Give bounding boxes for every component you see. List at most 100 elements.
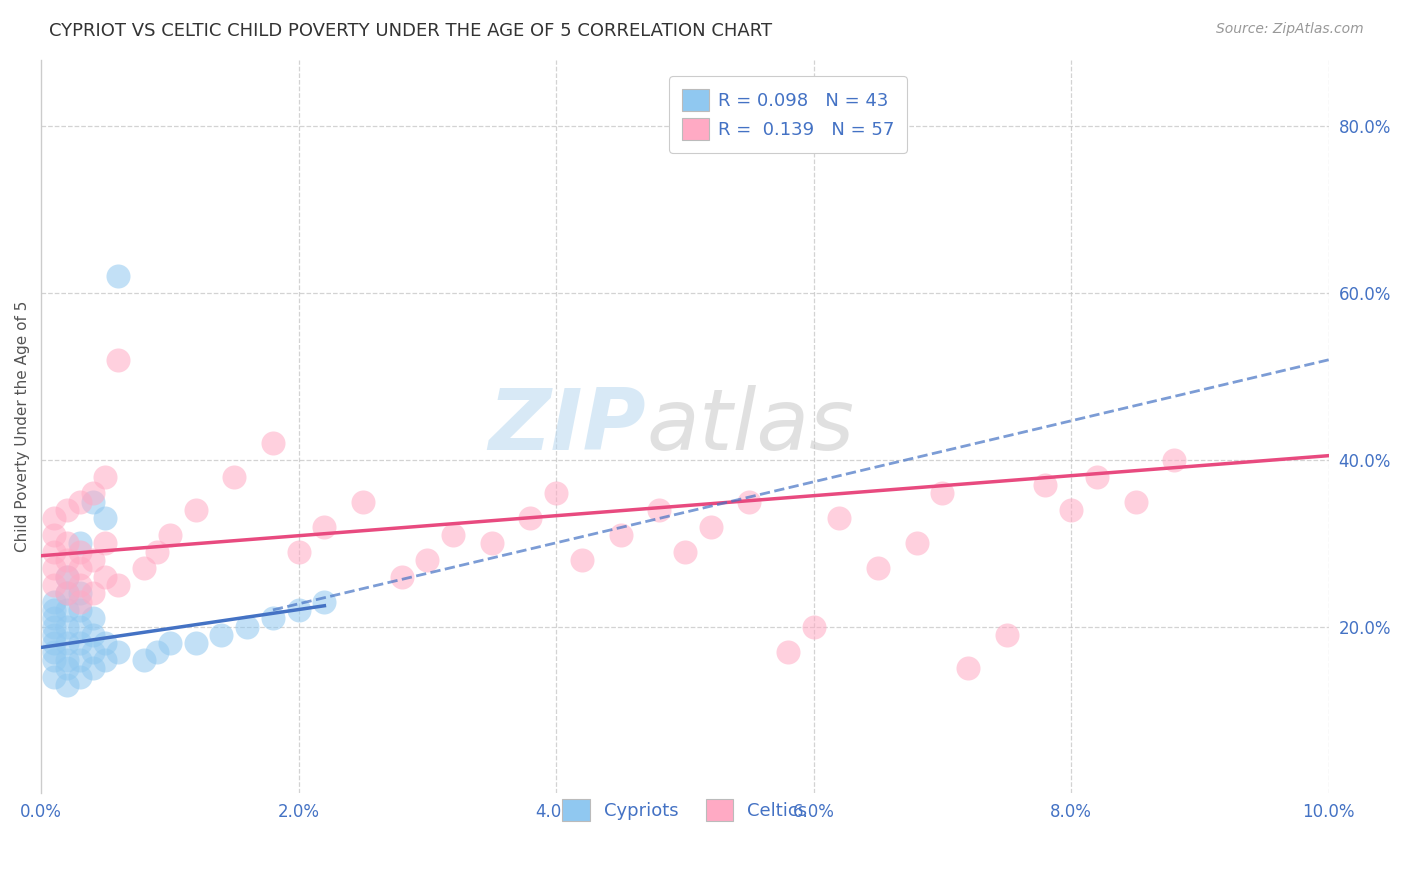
Point bbox=[776, 644, 799, 658]
Point bbox=[69, 619, 91, 633]
Text: atlas: atlas bbox=[647, 385, 855, 468]
Point bbox=[1163, 453, 1185, 467]
Point bbox=[931, 486, 953, 500]
Point bbox=[287, 544, 309, 558]
Point bbox=[42, 670, 65, 684]
Point bbox=[146, 544, 169, 558]
Point bbox=[1060, 503, 1083, 517]
Point bbox=[905, 536, 928, 550]
Point bbox=[56, 586, 79, 600]
Point bbox=[56, 678, 79, 692]
Point bbox=[159, 528, 181, 542]
Point bbox=[82, 661, 104, 675]
Point bbox=[609, 528, 631, 542]
Point bbox=[69, 586, 91, 600]
Point bbox=[69, 653, 91, 667]
Point bbox=[56, 636, 79, 650]
Point bbox=[69, 536, 91, 550]
Point bbox=[159, 636, 181, 650]
Y-axis label: Child Poverty Under the Age of 5: Child Poverty Under the Age of 5 bbox=[15, 301, 30, 552]
Point bbox=[868, 561, 890, 575]
Point bbox=[42, 628, 65, 642]
Point bbox=[209, 628, 232, 642]
Point bbox=[648, 503, 671, 517]
Text: CYPRIOT VS CELTIC CHILD POVERTY UNDER THE AGE OF 5 CORRELATION CHART: CYPRIOT VS CELTIC CHILD POVERTY UNDER TH… bbox=[49, 22, 772, 40]
Point bbox=[69, 670, 91, 684]
Point bbox=[56, 569, 79, 583]
Point bbox=[82, 486, 104, 500]
Point bbox=[94, 536, 117, 550]
Point bbox=[314, 519, 336, 533]
Point bbox=[56, 536, 79, 550]
Point bbox=[995, 628, 1018, 642]
Point bbox=[287, 603, 309, 617]
Point bbox=[134, 653, 156, 667]
Point bbox=[56, 553, 79, 567]
Point bbox=[107, 352, 129, 367]
Point bbox=[82, 611, 104, 625]
Point bbox=[69, 494, 91, 508]
Point bbox=[352, 494, 374, 508]
Text: Source: ZipAtlas.com: Source: ZipAtlas.com bbox=[1216, 22, 1364, 37]
Point bbox=[519, 511, 541, 525]
Point bbox=[94, 469, 117, 483]
Point bbox=[56, 661, 79, 675]
Point bbox=[69, 636, 91, 650]
Point bbox=[56, 603, 79, 617]
Point bbox=[391, 569, 413, 583]
Point bbox=[69, 561, 91, 575]
Point bbox=[262, 436, 284, 450]
Point bbox=[69, 603, 91, 617]
Point bbox=[236, 619, 259, 633]
Point bbox=[82, 494, 104, 508]
Point bbox=[56, 619, 79, 633]
Point bbox=[56, 653, 79, 667]
Point bbox=[42, 644, 65, 658]
Point bbox=[262, 611, 284, 625]
Point bbox=[42, 619, 65, 633]
Point bbox=[107, 578, 129, 592]
Point bbox=[224, 469, 246, 483]
Point bbox=[1085, 469, 1108, 483]
Point bbox=[82, 553, 104, 567]
Point bbox=[441, 528, 464, 542]
Point bbox=[699, 519, 721, 533]
Point bbox=[82, 644, 104, 658]
Point bbox=[146, 644, 169, 658]
Text: ZIP: ZIP bbox=[489, 385, 647, 468]
Point bbox=[571, 553, 593, 567]
Legend: Cypriots, Celtics: Cypriots, Celtics bbox=[548, 785, 823, 836]
Point bbox=[94, 636, 117, 650]
Point bbox=[42, 561, 65, 575]
Point bbox=[82, 586, 104, 600]
Point bbox=[107, 644, 129, 658]
Point bbox=[416, 553, 439, 567]
Point bbox=[738, 494, 761, 508]
Point bbox=[184, 503, 207, 517]
Point bbox=[42, 603, 65, 617]
Point bbox=[107, 269, 129, 284]
Point bbox=[1125, 494, 1147, 508]
Point bbox=[314, 594, 336, 608]
Point bbox=[42, 594, 65, 608]
Point bbox=[42, 578, 65, 592]
Point bbox=[828, 511, 851, 525]
Point bbox=[56, 569, 79, 583]
Point bbox=[184, 636, 207, 650]
Point bbox=[42, 544, 65, 558]
Point bbox=[1035, 478, 1057, 492]
Point bbox=[481, 536, 503, 550]
Point bbox=[94, 569, 117, 583]
Point bbox=[69, 594, 91, 608]
Point bbox=[69, 578, 91, 592]
Point bbox=[69, 544, 91, 558]
Point bbox=[56, 503, 79, 517]
Point bbox=[134, 561, 156, 575]
Point bbox=[42, 528, 65, 542]
Point bbox=[42, 653, 65, 667]
Point bbox=[82, 628, 104, 642]
Point bbox=[803, 619, 825, 633]
Point bbox=[957, 661, 980, 675]
Point bbox=[42, 636, 65, 650]
Point bbox=[56, 586, 79, 600]
